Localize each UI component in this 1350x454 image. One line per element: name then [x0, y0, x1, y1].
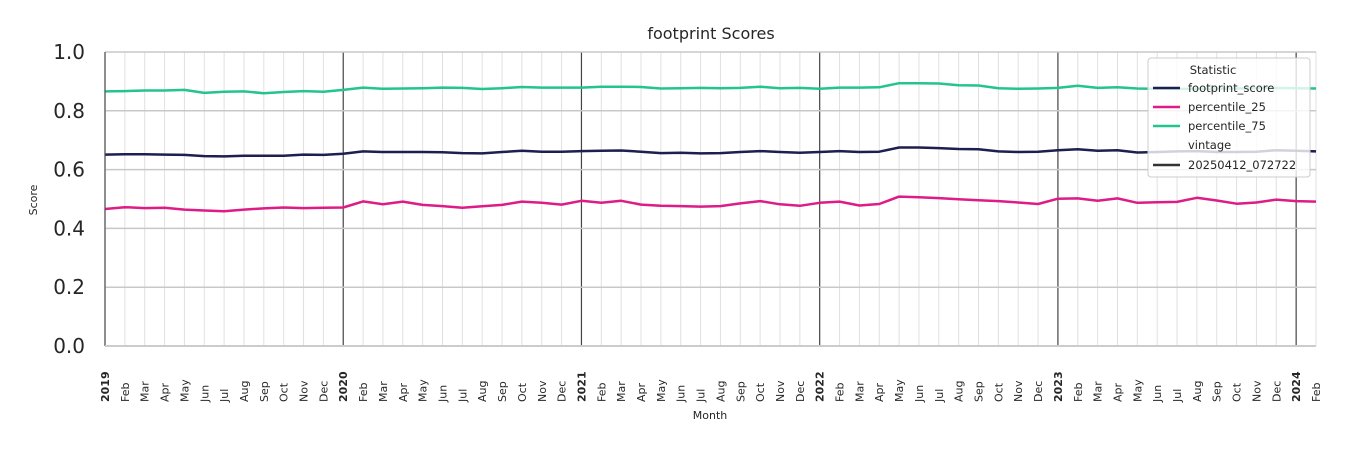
x-axis-label: Month [693, 409, 728, 422]
x-tick-label: Jun [913, 385, 926, 403]
x-tick-label: Dec [1270, 381, 1283, 402]
y-tick-label: 0.4 [53, 216, 85, 240]
x-tick-label: Nov [1250, 380, 1263, 402]
x-tick-label: Feb [357, 383, 370, 402]
x-tick-label: May [178, 379, 191, 402]
axes: 2019 Feb Mar Apr May Jun Jul Aug Sep Oct Nov Dec 202… [53, 40, 1323, 403]
x-tick-label: Jul [456, 389, 469, 403]
x-tick-label: 2024 [1290, 371, 1303, 402]
x-tick-label: Mar [615, 381, 628, 402]
x-tick-label: Dec [317, 381, 330, 402]
x-tick-label: Nov [774, 380, 787, 402]
x-tick-label: Jun [198, 385, 211, 403]
x-tick-label: Feb [1072, 383, 1085, 402]
x-tick-label: Apr [873, 382, 886, 402]
x-tick-label: Apr [397, 382, 410, 402]
x-tick-label: Feb [119, 383, 132, 402]
x-tick-label: May [1131, 379, 1144, 402]
x-tick-label: Apr [635, 382, 648, 402]
x-tick-label: Oct [516, 382, 529, 402]
x-tick-label: Apr [1111, 382, 1124, 402]
x-tick-label: Sep [973, 381, 986, 402]
y-tick-label: 0.0 [53, 334, 85, 358]
x-tick-label: Oct [754, 382, 767, 402]
x-tick-label: Feb [834, 383, 847, 402]
x-tick-label: 2019 [99, 371, 112, 402]
x-tick-label: 2022 [814, 371, 827, 402]
x-tick-label: Jul [218, 389, 231, 403]
legend: Statistic footprint_score percentile_25 … [1147, 57, 1311, 178]
x-tick-label: Jul [1171, 389, 1184, 403]
x-tick-label: Mar [1092, 381, 1105, 402]
x-tick-label: Dec [556, 381, 569, 402]
x-tick-label: Mar [377, 381, 390, 402]
x-tick-label: Sep [734, 381, 747, 402]
y-tick-label: 0.6 [53, 158, 85, 182]
legend-label-percentile-25: percentile_25 [1188, 100, 1266, 114]
x-tick-label: Nov [536, 380, 549, 402]
x-tick-label: Jun [675, 385, 688, 403]
x-tick-label: Sep [258, 381, 271, 402]
x-tick-label: Mar [139, 381, 152, 402]
x-tick-label: Jun [436, 385, 449, 403]
x-tick-label: May [893, 379, 906, 402]
x-tick-label: Apr [159, 382, 172, 402]
x-tick-label: Nov [298, 380, 311, 402]
grid [104, 51, 1317, 347]
x-tick-label: Sep [496, 381, 509, 402]
series-lines [104, 81, 1317, 213]
series-line-percentile-25 [104, 195, 1317, 213]
x-tick-label: Sep [1211, 381, 1224, 402]
x-tick-label: Mar [853, 381, 866, 402]
x-tick-label: Feb [595, 383, 608, 402]
x-tick-label: Dec [1032, 381, 1045, 402]
legend-title: Statistic [1190, 63, 1237, 77]
legend-label-percentile-75: percentile_75 [1188, 119, 1266, 133]
y-axis-label: Score [27, 184, 40, 215]
x-tick-label: May [417, 379, 430, 402]
legend-subtitle: vintage [1188, 138, 1231, 152]
x-tick-label: Aug [476, 381, 489, 402]
x-tick-label: 2020 [337, 371, 350, 402]
x-tick-label: 2021 [575, 371, 588, 402]
series-line-footprint-score [104, 146, 1317, 158]
x-tick-label: Aug [953, 381, 966, 402]
x-tick-label: May [655, 379, 668, 402]
x-tick-label: 2023 [1052, 371, 1065, 402]
x-tick-label: Oct [1231, 382, 1244, 402]
x-tick-label: Aug [238, 381, 251, 402]
y-tick-label: 1.0 [53, 40, 85, 64]
x-tick-label: Jul [933, 389, 946, 403]
x-tick-label: Feb [1310, 383, 1323, 402]
legend-label-vintage: 20250412_072722 [1188, 158, 1296, 172]
x-tick-label: Aug [714, 381, 727, 402]
x-tick-label: Aug [1191, 381, 1204, 402]
x-tick-label: Oct [278, 382, 291, 402]
x-tick-label: Oct [992, 382, 1005, 402]
y-tick-label: 0.8 [53, 99, 85, 123]
x-tick-label: Jul [695, 389, 708, 403]
chart-title: footprint Scores [647, 24, 774, 43]
x-tick-label: Jun [1151, 385, 1164, 403]
x-tick-label: Dec [794, 381, 807, 402]
y-tick-label: 0.2 [53, 275, 85, 299]
legend-label-footprint-score: footprint_score [1188, 81, 1274, 95]
x-tick-label: Nov [1012, 380, 1025, 402]
series-line-percentile-75 [104, 81, 1317, 95]
